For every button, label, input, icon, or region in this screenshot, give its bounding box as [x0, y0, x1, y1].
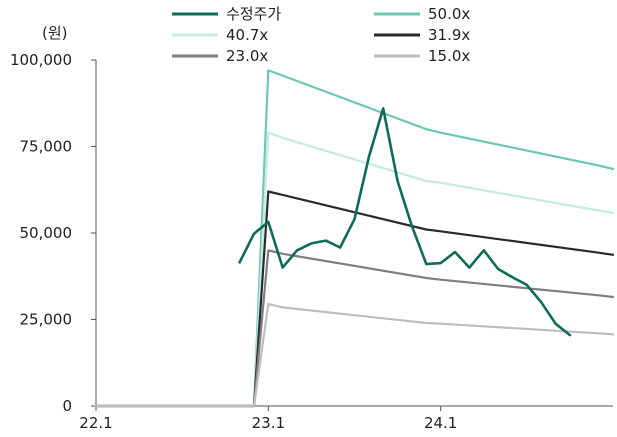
- y-axis: 100,000 75,000 50,000 25,000 0: [10, 51, 97, 415]
- legend-label: 수정주가: [226, 5, 281, 23]
- legend-label: 15.0x: [428, 47, 470, 65]
- legend-item: 수정주가: [172, 5, 281, 23]
- y-tick-label: 50,000: [20, 224, 73, 242]
- legend-label: 50.0x: [428, 5, 470, 23]
- series-line-2: [94, 69, 615, 408]
- series-line-3: [94, 131, 615, 408]
- legend-label: 31.9x: [428, 26, 470, 44]
- series-line-1: [238, 107, 572, 337]
- y-tick-label: 100,000: [10, 51, 72, 69]
- legend-item: 50.0x: [374, 5, 470, 23]
- legend-item: 23.0x: [172, 47, 268, 65]
- y-tick-label: 0: [62, 397, 72, 415]
- series-line-5: [94, 249, 615, 408]
- legend-label: 40.7x: [226, 26, 268, 44]
- x-tick-label: 24.1: [424, 414, 457, 432]
- series-layer: [94, 69, 615, 408]
- legend: 수정주가 50.0x 40.7x 31.9x 23.0x 15.0x: [172, 5, 470, 65]
- legend-item: 31.9x: [374, 26, 470, 44]
- x-axis: 22.1 23.1 24.1: [79, 405, 613, 432]
- y-axis-unit-label: (원): [42, 24, 68, 42]
- x-tick-label: 22.1: [79, 414, 112, 432]
- legend-label: 23.0x: [226, 47, 268, 65]
- y-tick-label: 25,000: [20, 311, 73, 329]
- y-tick-label: 75,000: [20, 138, 73, 156]
- series-line-4: [94, 190, 615, 408]
- legend-item: 15.0x: [374, 47, 470, 65]
- x-tick-label: 23.1: [252, 414, 285, 432]
- legend-item: 40.7x: [172, 26, 268, 44]
- series-line-6: [94, 302, 615, 408]
